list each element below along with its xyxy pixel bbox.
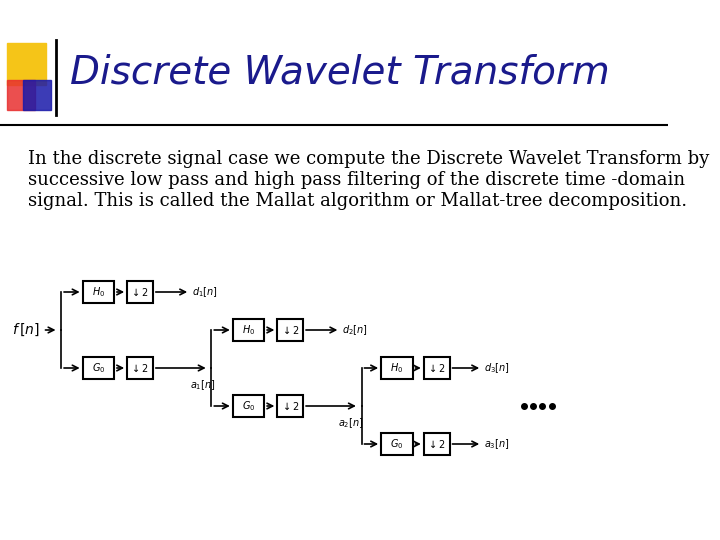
Text: $\downarrow 2$: $\downarrow 2$ <box>427 362 446 374</box>
Text: $f\,[n]$: $f\,[n]$ <box>12 322 40 338</box>
FancyBboxPatch shape <box>83 357 114 379</box>
Bar <box>7 80 35 110</box>
Bar <box>7 43 46 85</box>
Text: $H_0$: $H_0$ <box>91 285 105 299</box>
Text: $\downarrow 2$: $\downarrow 2$ <box>130 286 150 298</box>
FancyBboxPatch shape <box>423 357 449 379</box>
Text: $\downarrow 2$: $\downarrow 2$ <box>281 401 300 411</box>
FancyBboxPatch shape <box>423 433 449 455</box>
FancyBboxPatch shape <box>127 357 153 379</box>
FancyBboxPatch shape <box>233 395 264 417</box>
FancyBboxPatch shape <box>83 281 114 303</box>
Text: $G_0$: $G_0$ <box>242 399 255 413</box>
Text: $a_2[n]$: $a_2[n]$ <box>338 416 364 430</box>
Text: $a_1[n]$: $a_1[n]$ <box>190 378 216 392</box>
Text: $G_0$: $G_0$ <box>91 361 105 375</box>
Text: $H_0$: $H_0$ <box>242 323 255 337</box>
Text: $\downarrow 2$: $\downarrow 2$ <box>130 362 150 374</box>
Text: $d_1[n]$: $d_1[n]$ <box>192 285 217 299</box>
Bar <box>23 80 51 110</box>
Text: $\downarrow 2$: $\downarrow 2$ <box>427 438 446 449</box>
Text: $a_3[n]$: $a_3[n]$ <box>484 437 510 451</box>
FancyBboxPatch shape <box>381 433 413 455</box>
Text: $d_2[n]$: $d_2[n]$ <box>342 323 368 337</box>
FancyBboxPatch shape <box>233 319 264 341</box>
Text: $H_0$: $H_0$ <box>390 361 403 375</box>
Text: $G_0$: $G_0$ <box>390 437 403 451</box>
FancyBboxPatch shape <box>381 357 413 379</box>
FancyBboxPatch shape <box>127 281 153 303</box>
Text: $\downarrow 2$: $\downarrow 2$ <box>281 325 300 335</box>
Text: In the discrete signal case we compute the Discrete Wavelet Transform by success: In the discrete signal case we compute t… <box>28 150 709 210</box>
Text: Discrete Wavelet Transform: Discrete Wavelet Transform <box>70 53 609 91</box>
FancyBboxPatch shape <box>277 395 303 417</box>
Text: $d_3[n]$: $d_3[n]$ <box>484 361 510 375</box>
FancyBboxPatch shape <box>277 319 303 341</box>
